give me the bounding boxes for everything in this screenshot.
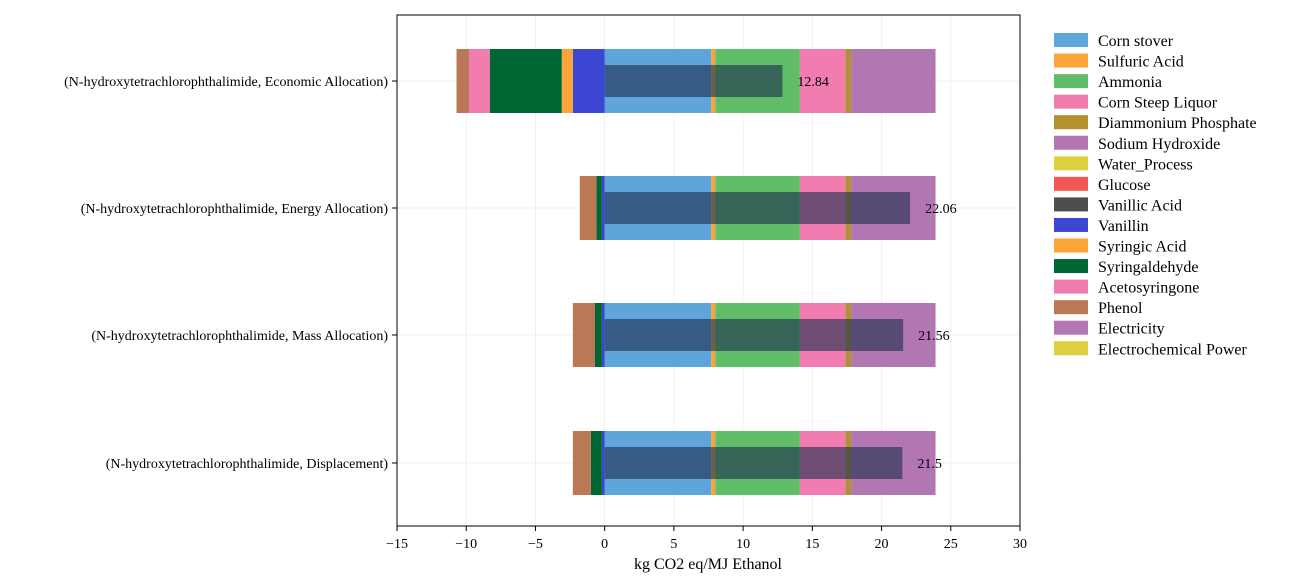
x-tick-label: 10 <box>736 537 750 552</box>
legend-label: Corn Steep Liquor <box>1098 95 1218 112</box>
legend-label: Water_Process <box>1098 156 1193 173</box>
legend-swatch <box>1054 176 1088 191</box>
net-value-label: 12.84 <box>797 75 829 90</box>
bar-segment <box>596 176 602 240</box>
bar-segment <box>601 431 605 495</box>
legend-label: Syringic Acid <box>1098 239 1186 256</box>
x-axis: −15 −10 −5 0 5 10 15 20 25 30 <box>386 526 1027 552</box>
legend-swatch <box>1054 238 1088 253</box>
legend-label: Electrochemical Power <box>1098 341 1247 358</box>
legend-label: Glucose <box>1098 177 1150 194</box>
legend-swatch <box>1054 279 1088 294</box>
bar-segment <box>572 431 591 495</box>
legend-swatch <box>1054 197 1088 212</box>
plot-frame <box>396 14 1021 527</box>
x-axis-label: kg CO2 eq/MJ Ethanol <box>634 556 783 573</box>
bar-segment <box>579 176 597 240</box>
legend-label: Ammonia <box>1098 74 1162 91</box>
legend-label: Electricity <box>1098 321 1165 338</box>
legend-swatch <box>1054 156 1088 171</box>
legend-swatch <box>1054 217 1088 232</box>
x-tick-label: 0 <box>601 537 608 552</box>
bar-segment <box>572 303 595 367</box>
legend-swatch <box>1054 341 1088 356</box>
legend-swatch <box>1054 320 1088 335</box>
bar-segment <box>851 49 936 113</box>
bar-segment <box>572 49 605 113</box>
bar-segment <box>456 49 469 113</box>
bar-segment <box>845 49 852 113</box>
legend-label: Phenol <box>1098 300 1143 317</box>
bar-segment <box>489 49 562 113</box>
bar-segment <box>799 49 846 113</box>
legend-label: Vanillin <box>1098 218 1149 235</box>
net-bar <box>604 319 904 351</box>
bar-segment <box>601 303 605 367</box>
x-tick-label: −5 <box>528 537 543 552</box>
legend-swatch <box>1054 300 1088 315</box>
legend: Corn stover Sulfuric Acid Ammonia Corn Stee… <box>1054 33 1257 358</box>
net-bar <box>604 192 911 224</box>
net-bars: 12.84 22.06 21.56 21.5 <box>604 65 957 479</box>
bar-segment <box>590 431 602 495</box>
legend-label: Diammonium Phosphate <box>1098 115 1257 132</box>
net-bar <box>604 65 783 97</box>
net-value-label: 22.06 <box>925 202 957 217</box>
legend-swatch <box>1054 33 1088 47</box>
y-axis: (N-hydroxytetrachlorophthalimide, Econom… <box>64 75 397 472</box>
bar-segment <box>594 303 602 367</box>
net-bar <box>604 447 903 479</box>
y-tick-label: (N-hydroxytetrachlorophthalimide, Mass A… <box>91 329 388 344</box>
legend-label: Sulfuric Acid <box>1098 54 1184 71</box>
bar-segment <box>601 176 605 240</box>
x-tick-label: 20 <box>875 537 889 552</box>
x-tick-label: 5 <box>670 537 677 552</box>
y-tick-label: (N-hydroxytetrachlorophthalimide, Energy… <box>81 202 389 217</box>
legend-label: Corn stover <box>1098 33 1174 50</box>
net-value-label: 21.5 <box>917 457 942 472</box>
x-tick-label: −15 <box>386 537 408 552</box>
legend-swatch <box>1054 135 1088 150</box>
y-tick-label: (N-hydroxytetrachlorophthalimide, Displa… <box>106 457 389 472</box>
legend-label: Acetosyringone <box>1098 280 1199 297</box>
legend-label: Sodium Hydroxide <box>1098 136 1220 153</box>
x-tick-label: 30 <box>1013 537 1027 552</box>
legend-label: Vanillic Acid <box>1098 197 1182 214</box>
legend-swatch <box>1054 53 1088 68</box>
y-tick-label: (N-hydroxytetrachlorophthalimide, Econom… <box>64 75 388 90</box>
x-tick-label: −10 <box>455 537 477 552</box>
legend-label: Syringaldehyde <box>1098 259 1198 276</box>
net-value-label: 21.56 <box>918 329 950 344</box>
x-tick-label: 25 <box>944 537 958 552</box>
legend-swatch <box>1054 74 1088 89</box>
bar-segment <box>561 49 573 113</box>
legend-swatch <box>1054 115 1088 130</box>
legend-swatch <box>1054 94 1088 109</box>
legend-swatch <box>1054 259 1088 274</box>
x-tick-label: 15 <box>805 537 819 552</box>
bar-segment <box>468 49 490 113</box>
